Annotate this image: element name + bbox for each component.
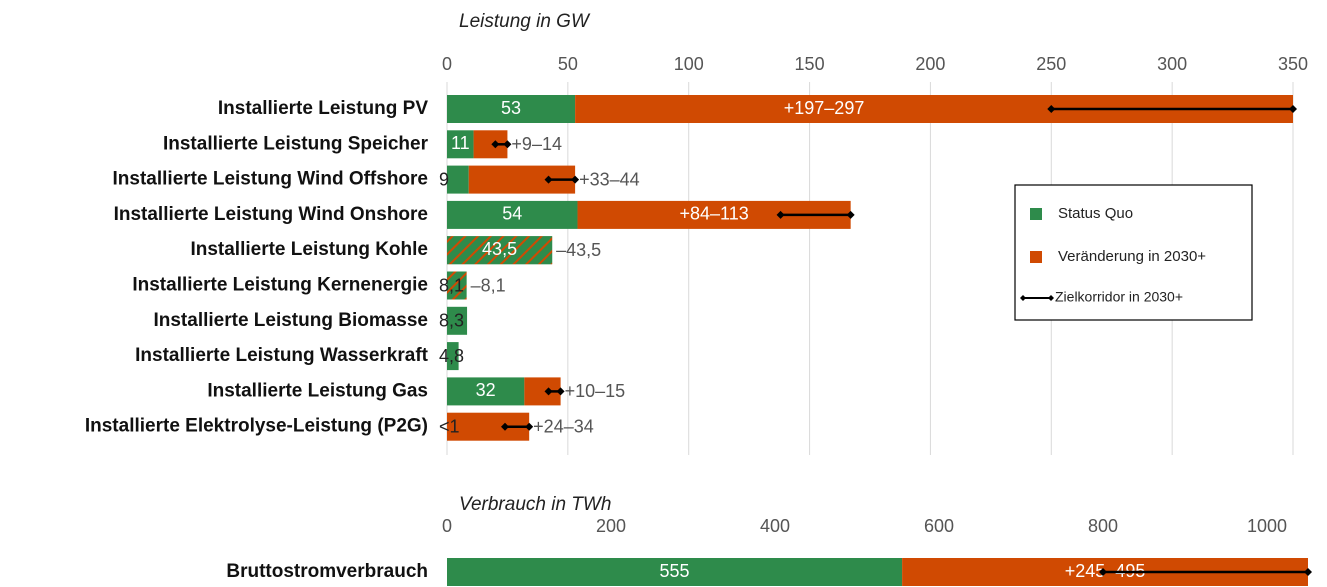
corridor-end <box>544 387 553 396</box>
x-tick-label: 150 <box>795 54 825 74</box>
legend-corridor-end <box>1020 295 1026 301</box>
bar-status <box>447 377 525 406</box>
legend-swatch <box>1030 251 1042 263</box>
category-label: Installierte Leistung Wind Onshore <box>114 204 428 225</box>
status-label: 43,5 <box>482 239 517 259</box>
corridor-end <box>503 140 512 149</box>
status-label: 11 <box>451 133 470 153</box>
x-tick-label: 200 <box>915 54 945 74</box>
status-label: 8,3 <box>439 311 464 331</box>
axis-title: Verbrauch in TWh <box>459 494 611 515</box>
status-label: 53 <box>501 98 521 118</box>
category-label: Installierte Leistung PV <box>218 98 428 119</box>
change-label: +9–14 <box>511 134 562 154</box>
x-tick-label: 350 <box>1278 54 1308 74</box>
corridor-end <box>1099 568 1107 576</box>
category-label: Installierte Leistung Wasserkraft <box>135 345 429 366</box>
x-tick-label: 1000 <box>1247 516 1287 536</box>
corridor-end <box>776 210 785 219</box>
x-tick-label: 200 <box>596 516 626 536</box>
status-label: 54 <box>502 204 522 224</box>
corridor-end <box>556 387 565 396</box>
corridor-end <box>571 175 580 184</box>
change-label: –8,1 <box>471 275 506 295</box>
x-tick-label: 0 <box>442 516 452 536</box>
category-label: Bruttostromverbrauch <box>226 561 428 582</box>
category-label: Installierte Leistung Wind Offshore <box>113 169 428 190</box>
legend-label: Zielkorridor in 2030+ <box>1055 289 1183 305</box>
category-label: Installierte Elektrolyse-Leistung (P2G) <box>85 416 428 437</box>
category-label: Installierte Leistung Speicher <box>163 133 429 154</box>
corridor-end <box>544 175 553 184</box>
legend-swatch <box>1030 208 1042 220</box>
category-label: Installierte Leistung Gas <box>207 380 428 401</box>
axis-title: Leistung in GW <box>459 11 591 32</box>
status-label: 9 <box>439 169 449 189</box>
change-label: +33–44 <box>579 169 640 189</box>
bar-status <box>447 200 578 229</box>
category-label: Installierte Leistung Biomasse <box>153 310 428 331</box>
legend-label: Veränderung in 2030+ <box>1058 248 1206 265</box>
x-tick-label: 50 <box>558 54 578 74</box>
corridor-end <box>491 140 500 149</box>
x-tick-label: 250 <box>1036 54 1066 74</box>
corridor-end <box>1289 105 1297 113</box>
x-tick-label: 100 <box>674 54 704 74</box>
corridor-end <box>1047 105 1056 113</box>
corridor-end <box>1304 568 1312 576</box>
bar-change <box>447 236 553 265</box>
legend-label: Status Quo <box>1058 205 1133 222</box>
corridor-end <box>525 422 534 431</box>
category-label: Installierte Leistung Kernenergie <box>132 275 428 296</box>
x-tick-label: 800 <box>1088 516 1118 536</box>
change-label: +84–113 <box>679 204 748 224</box>
status-label: <1 <box>439 416 460 436</box>
change-label: +24–34 <box>533 416 594 436</box>
corridor-end <box>846 210 855 219</box>
status-label: 8,1 <box>439 275 464 295</box>
category-label: Installierte Leistung Kohle <box>190 239 428 260</box>
bar-status <box>447 95 576 123</box>
legend-box <box>1014 184 1253 321</box>
bar-change <box>447 271 467 300</box>
change-label: +10–15 <box>565 381 626 401</box>
status-label: 4,8 <box>439 346 464 366</box>
bar-status <box>447 165 469 194</box>
bar-status <box>447 342 459 371</box>
x-tick-label: 0 <box>442 54 452 74</box>
change-label: –43,5 <box>556 240 601 260</box>
status-label: 555 <box>660 561 690 581</box>
x-tick-label: 300 <box>1157 54 1187 74</box>
bar-status <box>447 130 474 159</box>
x-tick-label: 400 <box>760 516 790 536</box>
bar-status <box>447 306 468 335</box>
corridor-end <box>501 422 510 431</box>
bar-status <box>447 558 903 586</box>
change-label: +197–297 <box>784 98 865 118</box>
legend-corridor-end <box>1048 295 1054 301</box>
status-label: 32 <box>476 380 496 400</box>
x-tick-label: 600 <box>924 516 954 536</box>
